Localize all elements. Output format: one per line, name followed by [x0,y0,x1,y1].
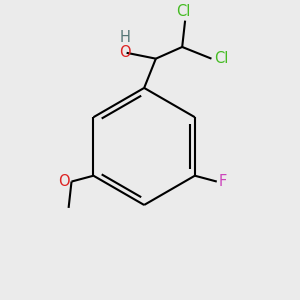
Text: Cl: Cl [176,4,191,19]
Text: H: H [120,31,130,46]
Text: Cl: Cl [214,51,228,66]
Text: O: O [119,45,131,60]
Text: F: F [219,174,227,189]
Text: O: O [58,174,70,189]
